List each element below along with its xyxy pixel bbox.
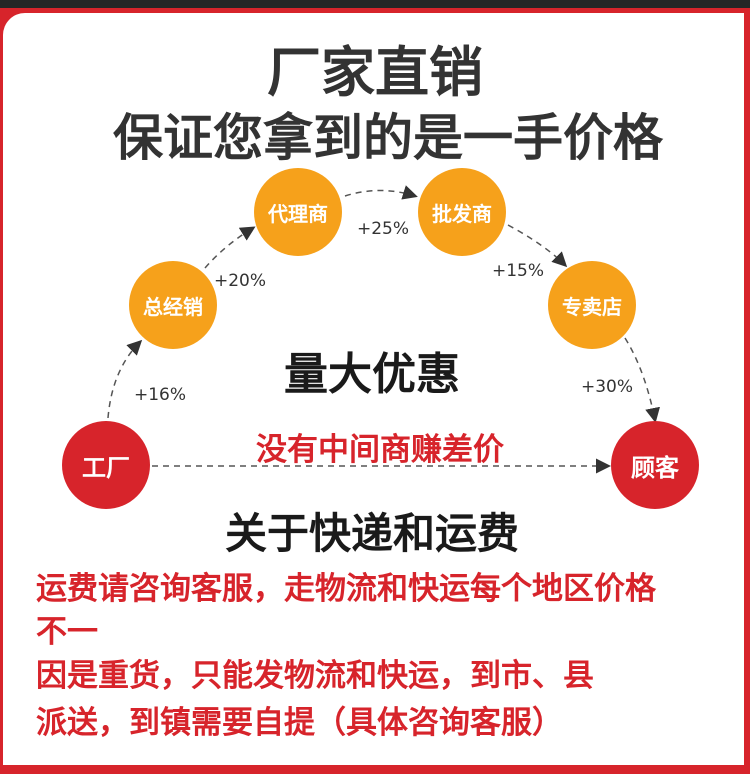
content-panel [3, 13, 744, 765]
arrow-distributor-agent [204, 226, 256, 269]
markup-label: +15% [491, 261, 545, 281]
shipping-note: 不一 [36, 614, 98, 650]
shipping-heading: 关于快递和运费 [224, 509, 520, 558]
direct-sale-text: 没有中间商赚差价 [256, 432, 504, 468]
node-store: 专卖店 [548, 261, 636, 349]
arrow-wholesaler-store [507, 224, 568, 268]
shipping-note: 派送，到镇需要自提（具体咨询客服） [36, 705, 563, 741]
markup-label: +20% [213, 271, 267, 291]
arrow-agent-wholesaler [344, 185, 418, 200]
top-bar [0, 0, 750, 8]
node-wholesaler: 批发商 [418, 168, 506, 256]
shipping-note: 运费请咨询客服，走物流和快运每个地区价格 [36, 571, 656, 607]
shipping-note: 因是重货，只能发物流和快运，到市、县 [36, 658, 594, 694]
node-distributor: 总经销 [129, 261, 217, 349]
markup-label: +16% [133, 385, 187, 405]
node-agent: 代理商 [254, 168, 342, 256]
markup-label: +30% [580, 377, 634, 397]
center-slogan: 量大优惠 [284, 349, 460, 400]
node-factory: 工厂 [62, 421, 150, 509]
markup-label: +25% [356, 219, 410, 239]
node-customer: 顾客 [611, 421, 699, 509]
arrow-store-customer [624, 337, 660, 423]
page-subtitle: 保证您拿到的是一手价格 [113, 109, 663, 167]
arrow-factory-distributor [107, 339, 143, 419]
page-title: 厂家直销 [267, 41, 483, 104]
